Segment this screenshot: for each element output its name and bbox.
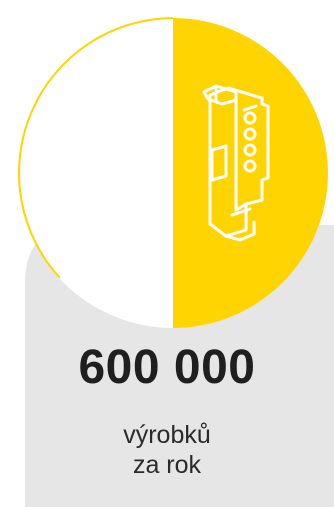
stat-caption: výrobků za rok <box>0 420 334 480</box>
circle-outline <box>18 17 174 279</box>
circle-right-half <box>173 18 328 328</box>
stat-value: 600 000 <box>78 341 256 394</box>
circle-left-half <box>18 18 173 328</box>
caption-line-1: výrobků <box>123 421 211 449</box>
din-rail-device-icon <box>202 84 270 242</box>
caption-line-2: za rok <box>132 451 202 479</box>
